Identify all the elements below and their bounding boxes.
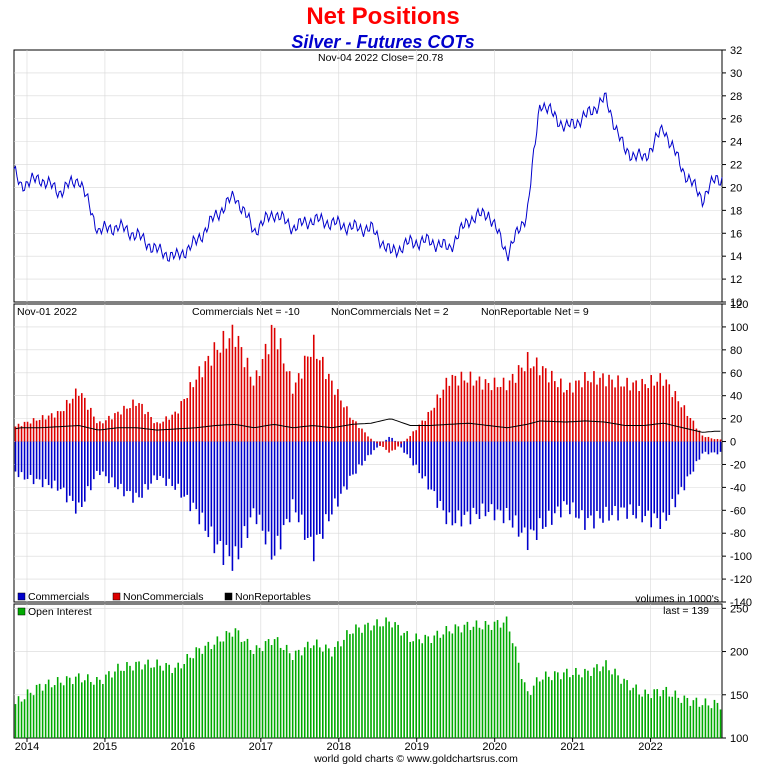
y-tick-label: 16: [730, 228, 742, 240]
y-tick-label: 0: [730, 437, 736, 449]
y-tick-label: -40: [730, 482, 746, 494]
y-tick-label: 28: [730, 91, 742, 103]
x-tick-label: 2016: [171, 741, 195, 753]
y-tick-label: -120: [730, 574, 752, 586]
price-panel: [13, 49, 723, 303]
y-tick-label: 12: [730, 274, 742, 286]
y-tick-label: 24: [730, 137, 742, 149]
y-tick-label: 32: [730, 45, 742, 57]
y-tick-label: 80: [730, 345, 742, 357]
y-tick-label: 22: [730, 160, 742, 172]
x-axis-ticks: 2014 2015 2016 2017 2018 2019 2020 2021 2022: [15, 738, 663, 753]
y-tick-label: 14: [730, 251, 742, 263]
y-tick-label: 120: [730, 299, 748, 311]
net-header-commercials: Commercials Net = -10: [192, 306, 300, 318]
y-tick-label: 100: [730, 733, 748, 745]
y-tick-label: 18: [730, 205, 742, 217]
legend-swatch-noncommercials: [112, 592, 121, 601]
legend-swatch-nonreportables: [224, 592, 233, 601]
net-header-nonreportable: NonReportable Net = 9: [481, 306, 589, 318]
x-tick-label: 2018: [327, 741, 351, 753]
oi-legend: Open Interest last = 139: [17, 605, 709, 618]
y-axis-ticks: 323028262422201816141210120100806040200-…: [722, 45, 752, 745]
y-tick-label: -60: [730, 505, 746, 517]
price-line: [13, 92, 723, 262]
x-tick-label: 2014: [15, 741, 39, 753]
net-header-date: Nov-01 2022: [17, 306, 77, 318]
legend-swatch-open-interest: [17, 607, 26, 616]
y-tick-label: 20: [730, 414, 742, 426]
price-header: Nov-04 2022 Close= 20.78: [318, 52, 443, 64]
x-tick-label: 2019: [404, 741, 428, 753]
price-series: [13, 92, 723, 262]
footer-credit: world gold charts © www.goldchartsrus.co…: [313, 753, 518, 765]
y-tick-label: 30: [730, 68, 742, 80]
legend-nonreportables: NonReportables: [235, 591, 311, 603]
net-header-noncommercials: NonCommercials Net = 2: [331, 306, 449, 318]
x-tick-label: 2022: [638, 741, 662, 753]
chart-subtitle: Silver - Futures COTs: [291, 32, 474, 52]
y-tick-label: 100: [730, 322, 748, 334]
last-label: last = 139: [663, 605, 709, 617]
net-positions-series: [14, 324, 722, 571]
y-tick-label: 150: [730, 690, 748, 702]
x-tick-label: 2020: [482, 741, 506, 753]
y-tick-label: 200: [730, 647, 748, 659]
y-tick-label: 250: [730, 603, 748, 615]
y-tick-label: 60: [730, 368, 742, 380]
gridlines: [14, 50, 722, 738]
legend-commercials: Commercials: [28, 591, 89, 603]
x-tick-label: 2021: [560, 741, 584, 753]
units-note: volumes in 1000's: [635, 593, 719, 605]
chart-title: Net Positions: [306, 3, 459, 30]
net-legend: Commercials NonCommercials NonReportable…: [17, 591, 719, 605]
legend-open-interest: Open Interest: [28, 606, 92, 618]
y-tick-label: -20: [730, 459, 746, 471]
y-tick-label: -140: [730, 597, 752, 609]
nonreportables-line: [15, 418, 721, 433]
y-tick-label: 10: [730, 297, 742, 309]
y-tick-label: -100: [730, 551, 752, 563]
x-tick-label: 2017: [249, 741, 273, 753]
y-tick-label: 26: [730, 114, 742, 126]
legend-swatch-commercials: [17, 592, 26, 601]
y-tick-label: -80: [730, 528, 746, 540]
x-tick-label: 2015: [93, 741, 117, 753]
legend-noncommercials: NonCommercials: [123, 591, 204, 603]
open-interest-series: [14, 616, 722, 738]
y-tick-label: 20: [730, 182, 742, 194]
y-tick-label: 40: [730, 391, 742, 403]
